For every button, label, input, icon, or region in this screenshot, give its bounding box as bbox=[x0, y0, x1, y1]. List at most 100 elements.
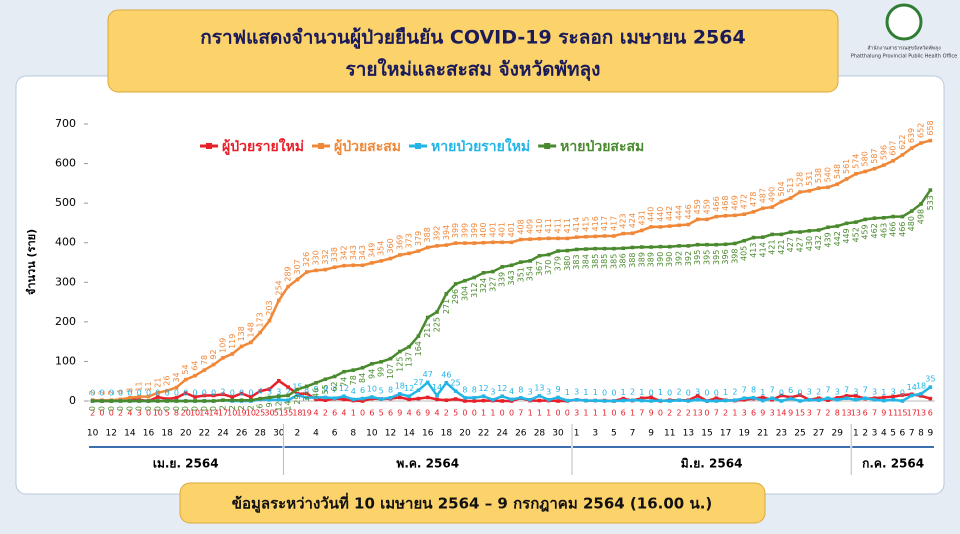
value-label: 0 bbox=[192, 389, 197, 398]
x-tick-label: 16 bbox=[143, 429, 155, 439]
value-label: 107 bbox=[386, 364, 395, 379]
point bbox=[686, 244, 691, 248]
value-label: 0 bbox=[144, 406, 153, 411]
point bbox=[360, 399, 365, 403]
value-label: 74 bbox=[339, 377, 348, 387]
footnote: ข้อมูลระหว่างวันที่ 10 เมษายน 2564 – 9 ก… bbox=[232, 493, 713, 514]
point bbox=[128, 399, 132, 403]
value-label: 384 bbox=[581, 254, 590, 269]
value-label: 490 bbox=[768, 187, 777, 202]
point bbox=[314, 268, 318, 273]
point bbox=[900, 399, 905, 403]
point bbox=[109, 399, 114, 403]
value-label: 9 bbox=[555, 385, 560, 394]
point bbox=[500, 394, 504, 399]
value-label: 1 bbox=[760, 388, 765, 397]
value-label: 1 bbox=[546, 409, 551, 418]
value-label: 452 bbox=[851, 227, 860, 242]
point bbox=[714, 242, 719, 247]
point bbox=[928, 385, 933, 389]
value-label: 427 bbox=[786, 237, 795, 252]
value-label: 0 bbox=[107, 406, 116, 411]
value-label: 414 bbox=[758, 242, 767, 257]
point bbox=[435, 244, 439, 248]
point bbox=[323, 377, 328, 382]
value-label: 480 bbox=[907, 216, 916, 231]
value-label: 658 bbox=[926, 120, 935, 135]
value-label: 138 bbox=[237, 326, 246, 341]
value-label: 0 bbox=[239, 389, 244, 398]
point bbox=[453, 241, 458, 245]
point bbox=[332, 374, 337, 379]
month-label: มิ.ย. 2564 bbox=[681, 457, 743, 471]
month-label: ก.ค. 2564 bbox=[862, 457, 924, 471]
value-label: 10 bbox=[153, 409, 163, 418]
value-label: 574 bbox=[851, 154, 860, 169]
point bbox=[621, 398, 625, 403]
point bbox=[90, 399, 95, 403]
point bbox=[695, 398, 700, 402]
legend-marker bbox=[544, 143, 551, 149]
point bbox=[807, 398, 812, 402]
value-label: 7 bbox=[844, 386, 849, 395]
value-label: 3 bbox=[137, 409, 142, 418]
point bbox=[919, 392, 923, 396]
value-label: 119 bbox=[228, 334, 237, 349]
value-label: 468 bbox=[721, 196, 730, 211]
value-label: 388 bbox=[423, 227, 432, 242]
point bbox=[770, 232, 774, 237]
point bbox=[249, 340, 253, 345]
value-label: 2 bbox=[246, 405, 255, 410]
value-label: 0 bbox=[118, 389, 123, 398]
value-label: 6 bbox=[621, 409, 626, 418]
point bbox=[165, 397, 169, 401]
point bbox=[909, 209, 914, 213]
value-label: 411 bbox=[563, 218, 572, 233]
point bbox=[537, 398, 542, 403]
value-label: 349 bbox=[367, 243, 376, 258]
value-label: 0 bbox=[172, 406, 181, 411]
value-label: 13 bbox=[916, 409, 926, 418]
value-label: 3 bbox=[807, 409, 812, 418]
point bbox=[612, 399, 616, 403]
point bbox=[528, 398, 532, 402]
value-label: 2 bbox=[323, 409, 328, 418]
point bbox=[202, 368, 207, 372]
point bbox=[165, 399, 169, 403]
point bbox=[425, 395, 430, 400]
point bbox=[286, 385, 290, 389]
value-label: 17 bbox=[218, 409, 228, 418]
value-label: 449 bbox=[842, 228, 851, 243]
point bbox=[816, 396, 821, 401]
point bbox=[714, 214, 719, 219]
value-label: 13 bbox=[841, 409, 851, 418]
value-label: 0 bbox=[90, 389, 95, 398]
value-label: 0 bbox=[779, 389, 784, 398]
point bbox=[537, 236, 542, 241]
value-label: 7 bbox=[816, 409, 821, 418]
value-label: 7 bbox=[770, 386, 775, 395]
point bbox=[183, 391, 188, 395]
point bbox=[612, 246, 616, 251]
point bbox=[919, 141, 923, 145]
value-label: 390 bbox=[656, 252, 665, 267]
point bbox=[882, 163, 886, 167]
point bbox=[919, 394, 923, 398]
x-tick-label: 21 bbox=[757, 429, 768, 439]
value-label: 19 bbox=[236, 409, 246, 418]
value-label: 1 bbox=[583, 388, 588, 397]
point bbox=[407, 251, 411, 256]
point bbox=[165, 388, 169, 393]
logo-text: Phatthalung Provincial Public Health Off… bbox=[851, 54, 958, 60]
value-label: 4 bbox=[127, 409, 132, 418]
value-label: 413 bbox=[749, 243, 758, 258]
x-tick-label: 2 bbox=[862, 429, 868, 439]
x-tick-label: 24 bbox=[217, 429, 229, 439]
point bbox=[854, 394, 858, 398]
point bbox=[733, 398, 737, 403]
value-label: 548 bbox=[833, 164, 842, 179]
value-label: 324 bbox=[479, 278, 488, 293]
value-label: 421 bbox=[768, 239, 777, 254]
value-label: 639 bbox=[907, 128, 916, 143]
value-label: 389 bbox=[637, 252, 646, 267]
